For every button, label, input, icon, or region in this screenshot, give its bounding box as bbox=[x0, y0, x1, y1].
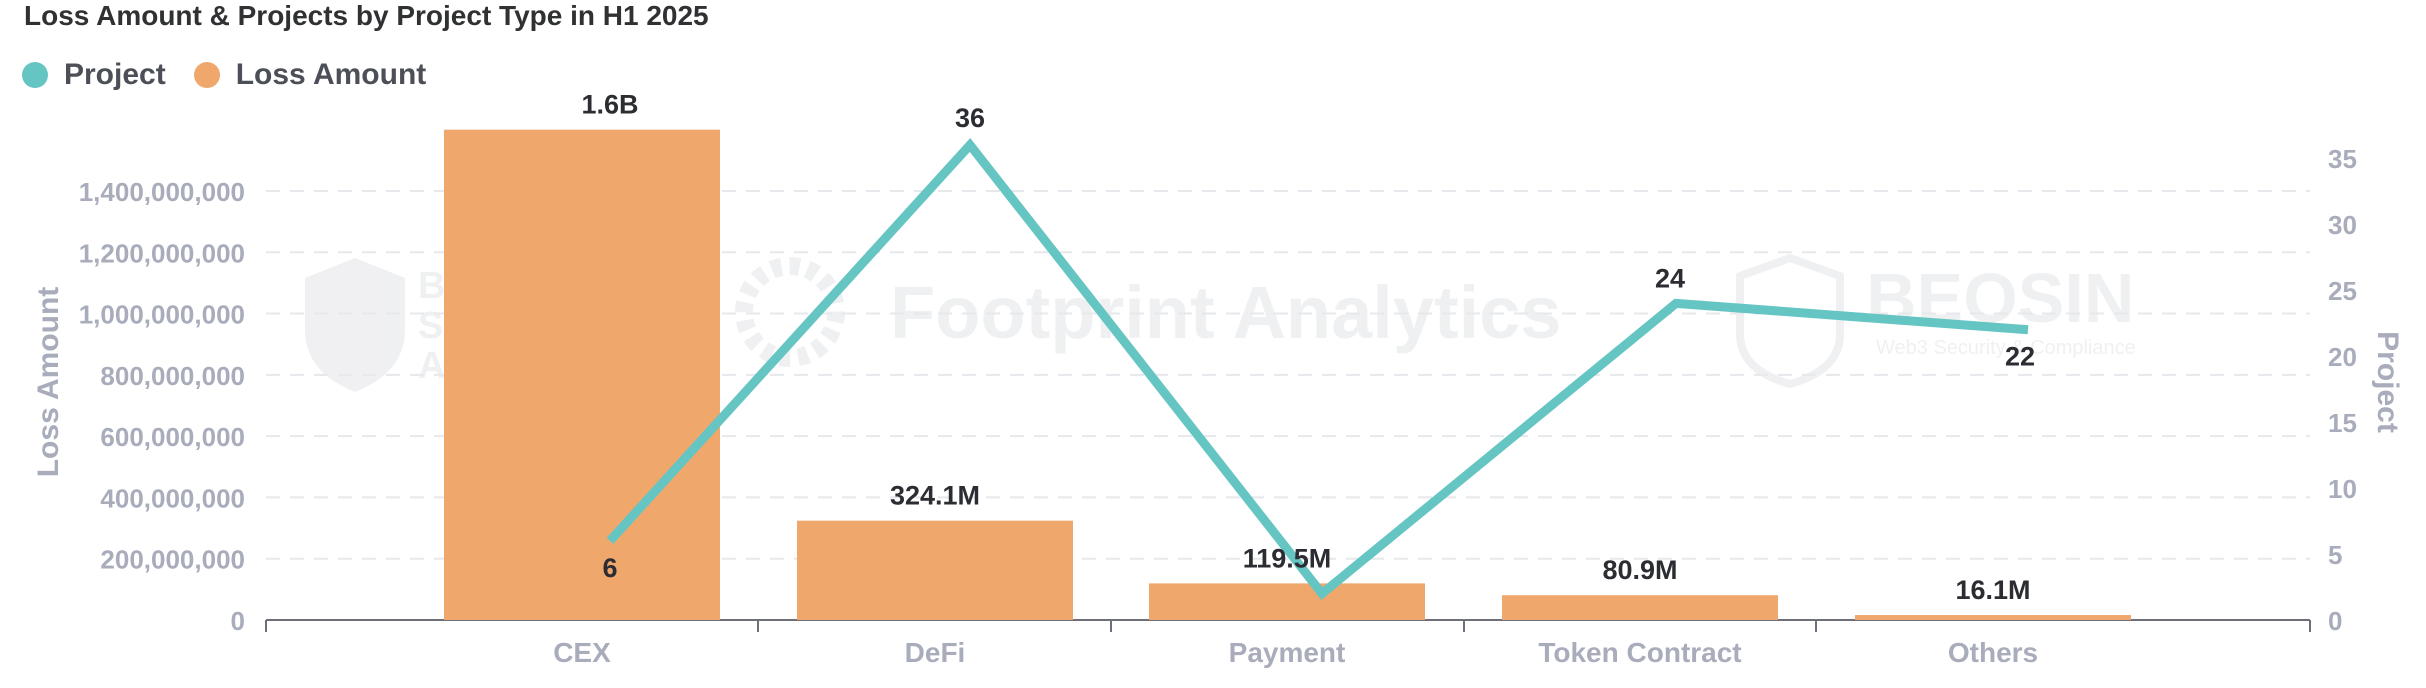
watermark-shield-outline-icon bbox=[1736, 253, 1844, 389]
bar-defi[interactable] bbox=[797, 520, 1073, 620]
legend-marker-project bbox=[22, 62, 48, 88]
bar-data-label: 1.6B bbox=[581, 90, 638, 120]
line-layer bbox=[606, 138, 2029, 601]
x-tick-label: DeFi bbox=[905, 637, 966, 668]
y-right-tick-label: 30 bbox=[2328, 210, 2357, 240]
x-tick-label: Payment bbox=[1229, 637, 1346, 668]
watermark-logo-icon bbox=[735, 257, 845, 367]
y-right-tick-label: 15 bbox=[2328, 408, 2357, 438]
y-left-tick-label: 400,000,000 bbox=[100, 483, 245, 513]
line-data-label: 6 bbox=[602, 553, 617, 583]
y-right-tick-label: 0 bbox=[2328, 606, 2342, 636]
y-left-tick-label: 800,000,000 bbox=[100, 361, 245, 391]
bar-layer bbox=[444, 129, 2131, 620]
y-right-tick-label: 35 bbox=[2328, 144, 2357, 174]
watermark-subtext-right: Web3 Security & Compliance bbox=[1876, 337, 2136, 359]
watermark-shield-icon bbox=[305, 258, 405, 392]
x-tick-label: Token Contract bbox=[1538, 637, 1741, 668]
project-line[interactable] bbox=[606, 138, 2029, 601]
line-data-label: 36 bbox=[955, 103, 985, 133]
bar-cex[interactable] bbox=[444, 129, 720, 620]
y-left-tick-label: 600,000,000 bbox=[100, 422, 245, 452]
line-data-label: 22 bbox=[2005, 342, 2035, 372]
y-left-axis-title: Loss Amount bbox=[32, 287, 65, 478]
y-left-tick-label: 1,000,000,000 bbox=[79, 300, 245, 330]
bar-data-label: 119.5M bbox=[1243, 543, 1332, 573]
legend-item-loss-amount[interactable]: Loss Amount bbox=[193, 58, 427, 92]
legend-item-project[interactable]: Project bbox=[22, 58, 166, 92]
y-left-tick-label: 0 bbox=[231, 606, 245, 636]
bar-token-contract[interactable] bbox=[1502, 595, 1778, 620]
bar-payment[interactable] bbox=[1149, 583, 1425, 620]
x-tick-label: Others bbox=[1948, 637, 2038, 668]
y-left-tick-label: 1,400,000,000 bbox=[79, 177, 245, 207]
chart-title: Loss Amount & Projects by Project Type i… bbox=[24, 0, 709, 31]
y-right-axis-title: Project bbox=[2371, 331, 2404, 433]
legend-label-loss-amount: Loss Amount bbox=[235, 58, 427, 91]
y-left-tick-label: 1,200,000,000 bbox=[79, 238, 245, 268]
bar-data-label: 80.9M bbox=[1602, 555, 1677, 585]
bar-data-label: 324.1M bbox=[890, 481, 980, 511]
bar-others[interactable] bbox=[1855, 615, 2131, 620]
legend-marker-loss-amount bbox=[193, 62, 220, 88]
bar-data-label: 16.1M bbox=[1955, 575, 2030, 605]
y-left-tick-label: 200,000,000 bbox=[100, 545, 245, 575]
line-data-label: 24 bbox=[1655, 263, 1685, 293]
x-tick-label: CEX bbox=[553, 637, 611, 668]
legend-label-project: Project bbox=[64, 58, 166, 91]
chart-legend: Project Loss Amount bbox=[22, 58, 454, 92]
watermark-text-center: Footprint Analytics bbox=[890, 271, 1562, 354]
y-right-tick-label: 5 bbox=[2328, 540, 2342, 570]
y-right-tick-label: 20 bbox=[2328, 342, 2357, 372]
y-right-tick-label: 25 bbox=[2328, 276, 2357, 306]
label-layer: 1.6B 324.1M 119.5M 80.9M 16.1M 6 36 24 22 bbox=[581, 90, 2035, 605]
y-right-tick-label: 10 bbox=[2328, 474, 2357, 504]
